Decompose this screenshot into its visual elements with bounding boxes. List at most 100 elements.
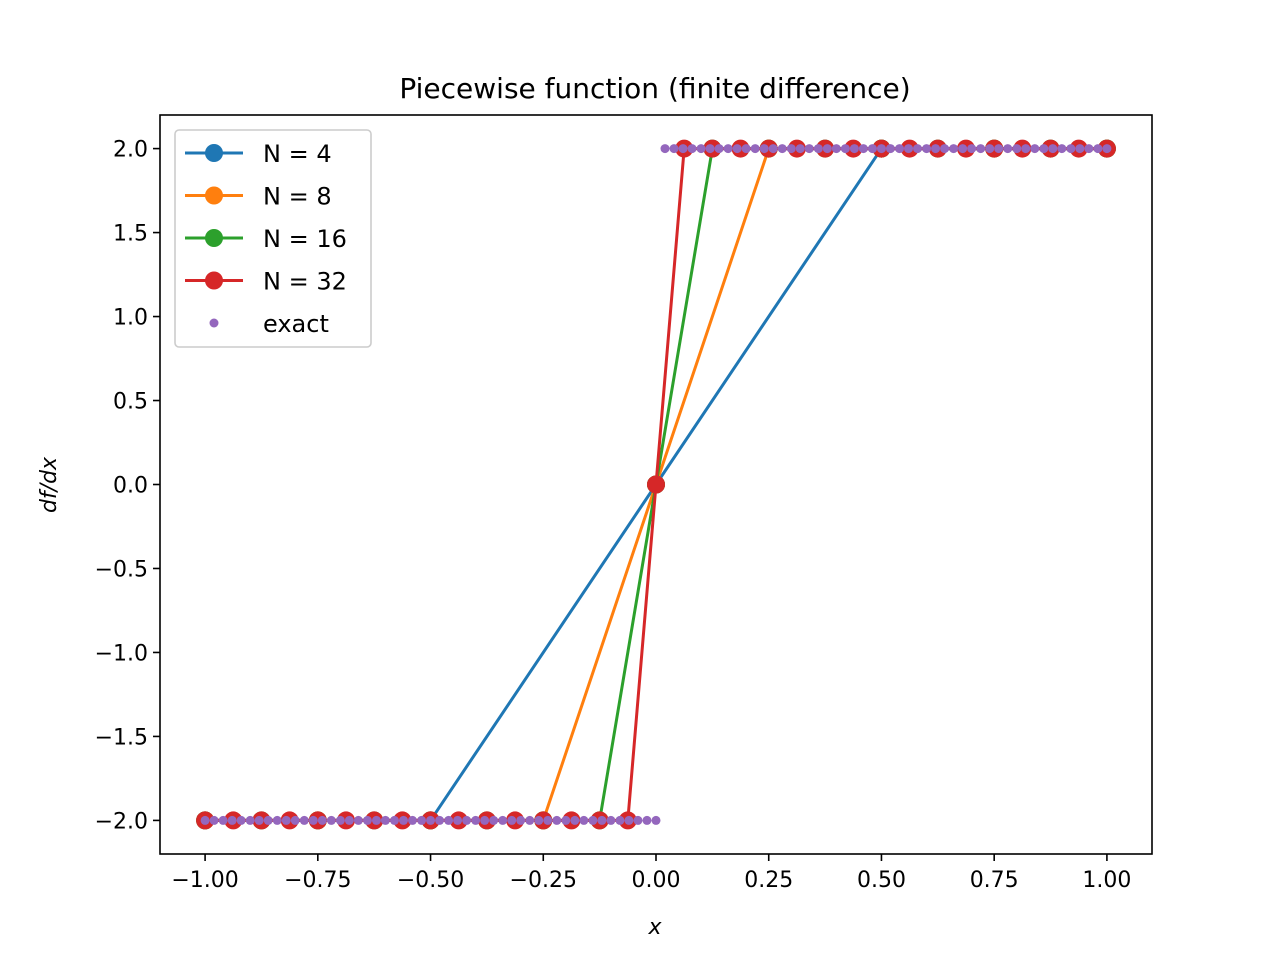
data-point xyxy=(894,144,904,154)
data-point xyxy=(858,144,868,154)
data-point xyxy=(985,144,995,154)
legend-swatch-marker xyxy=(205,271,223,290)
data-point xyxy=(507,815,517,825)
data-point xyxy=(696,144,706,154)
legend-item: N = 4 xyxy=(185,140,332,168)
data-point xyxy=(471,815,481,825)
x-axis: −1.00 −0.75 −0.50 −0.25 0.00 0.25 0.50 0.75 1.00 xyxy=(171,854,1131,893)
data-point xyxy=(1003,144,1013,154)
data-point xyxy=(299,815,309,825)
x-tick-label: −1.00 xyxy=(171,868,238,893)
data-point xyxy=(426,815,436,825)
data-point xyxy=(579,815,589,825)
data-point xyxy=(1093,144,1103,154)
series-5 xyxy=(200,144,1112,825)
legend-item: exact xyxy=(209,310,329,338)
data-point xyxy=(1066,144,1076,154)
data-point xyxy=(958,144,968,154)
x-tick-label: 0.75 xyxy=(970,868,1019,893)
data-point xyxy=(326,815,336,825)
data-point xyxy=(976,144,986,154)
data-point xyxy=(840,144,850,154)
data-point xyxy=(804,144,814,154)
series-layer xyxy=(196,139,1116,830)
data-point xyxy=(597,815,607,825)
data-point xyxy=(994,144,1004,154)
data-point xyxy=(263,815,273,825)
data-point xyxy=(732,144,742,154)
data-point xyxy=(876,144,886,154)
data-point xyxy=(813,144,823,154)
data-point xyxy=(516,815,526,825)
data-point xyxy=(245,815,255,825)
data-point xyxy=(317,815,327,825)
data-point xyxy=(380,815,390,825)
legend-item: N = 32 xyxy=(185,268,347,296)
data-point xyxy=(218,815,228,825)
data-point xyxy=(534,815,544,825)
x-tick-label: −0.25 xyxy=(510,868,577,893)
data-point xyxy=(904,144,914,154)
legend-label: N = 16 xyxy=(263,225,347,253)
data-point xyxy=(1039,144,1049,154)
data-point xyxy=(741,144,751,154)
data-point xyxy=(417,815,427,825)
data-point xyxy=(543,815,553,825)
data-point xyxy=(1048,144,1058,154)
data-point xyxy=(831,144,841,154)
y-tick-label: −2.0 xyxy=(95,809,148,834)
data-point xyxy=(200,815,210,825)
data-point xyxy=(885,144,895,154)
x-tick-label: −0.75 xyxy=(284,868,351,893)
data-point xyxy=(723,144,733,154)
data-point xyxy=(1030,144,1040,154)
y-tick-label: 2.0 xyxy=(113,138,148,163)
data-point xyxy=(389,815,399,825)
data-point xyxy=(254,815,264,825)
data-point xyxy=(489,815,499,825)
data-point xyxy=(795,144,805,154)
legend-item: N = 16 xyxy=(185,225,347,253)
data-point xyxy=(759,144,769,154)
data-point xyxy=(822,144,832,154)
data-point xyxy=(570,815,580,825)
data-point xyxy=(624,815,634,825)
legend-label: N = 32 xyxy=(263,268,347,296)
data-point xyxy=(949,144,959,154)
data-point xyxy=(408,815,418,825)
y-tick-label: −0.5 xyxy=(95,557,148,582)
data-point xyxy=(705,144,715,154)
legend-item: N = 8 xyxy=(185,183,332,211)
y-tick-label: −1.5 xyxy=(95,725,148,750)
legend: N = 4 N = 8 N = 16 N = 32 exact xyxy=(174,129,372,348)
data-point xyxy=(308,815,318,825)
data-point xyxy=(750,144,760,154)
data-point xyxy=(768,144,778,154)
y-tick-label: −1.0 xyxy=(95,641,148,666)
x-tick-label: 0.25 xyxy=(744,868,793,893)
data-point xyxy=(444,815,454,825)
data-point xyxy=(281,815,291,825)
data-point xyxy=(913,144,923,154)
data-point xyxy=(669,144,679,154)
data-point xyxy=(398,815,408,825)
x-axis-label: x xyxy=(647,915,662,940)
data-point xyxy=(1012,144,1022,154)
data-point xyxy=(606,815,616,825)
data-point xyxy=(940,144,950,154)
x-tick-label: 0.00 xyxy=(632,868,681,893)
data-point xyxy=(227,815,237,825)
data-point xyxy=(552,815,562,825)
data-point xyxy=(714,144,724,154)
data-point xyxy=(867,144,877,154)
data-point xyxy=(290,815,300,825)
y-axis-label: df/dx xyxy=(37,456,62,513)
chart-title: Piecewise function (finite difference) xyxy=(399,72,910,105)
legend-swatch-marker xyxy=(205,229,223,247)
legend-swatch-marker xyxy=(209,318,219,328)
y-tick-label: 0.0 xyxy=(113,474,148,499)
data-point xyxy=(777,144,787,154)
data-point xyxy=(344,815,354,825)
data-point xyxy=(786,144,796,154)
